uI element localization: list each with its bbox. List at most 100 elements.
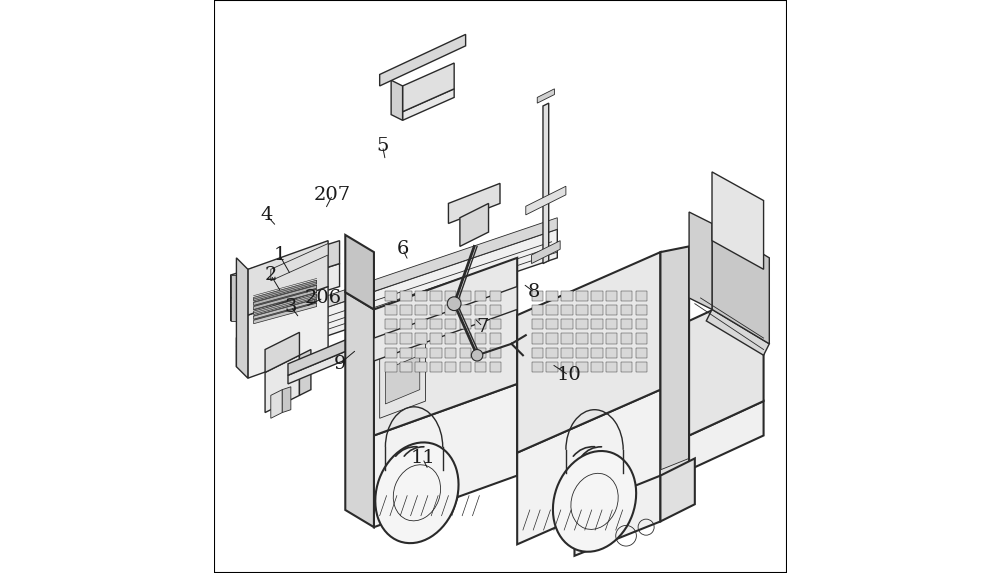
Bar (532, 319, 543, 329)
Bar (591, 291, 603, 301)
Bar (546, 291, 558, 301)
Bar (430, 348, 442, 358)
Text: 11: 11 (410, 449, 435, 468)
Bar (591, 348, 603, 358)
Bar (606, 362, 617, 372)
Bar (385, 333, 397, 344)
Polygon shape (354, 327, 360, 355)
Bar (561, 319, 573, 329)
Polygon shape (712, 223, 769, 344)
Polygon shape (448, 183, 500, 223)
Polygon shape (374, 384, 517, 527)
Polygon shape (254, 280, 317, 301)
Polygon shape (526, 186, 566, 215)
Text: 1: 1 (273, 246, 286, 264)
Polygon shape (537, 89, 554, 103)
Polygon shape (345, 235, 374, 309)
Polygon shape (460, 203, 489, 246)
Bar (561, 362, 573, 372)
Polygon shape (403, 63, 454, 112)
Bar (400, 333, 412, 344)
Bar (621, 333, 632, 344)
Bar (445, 333, 456, 344)
Polygon shape (248, 241, 328, 315)
Polygon shape (288, 347, 357, 384)
Polygon shape (236, 258, 248, 378)
Bar (636, 291, 647, 301)
Bar (460, 291, 471, 301)
Polygon shape (282, 387, 291, 413)
Polygon shape (299, 350, 311, 395)
Bar (546, 362, 558, 372)
Bar (606, 348, 617, 358)
Text: 5: 5 (376, 137, 389, 155)
Bar (591, 305, 603, 315)
Polygon shape (706, 309, 769, 355)
Bar (576, 348, 588, 358)
Bar (576, 305, 588, 315)
Polygon shape (689, 286, 764, 435)
Polygon shape (403, 89, 454, 120)
Bar (475, 348, 486, 358)
Polygon shape (391, 80, 403, 120)
Bar (621, 319, 632, 329)
Polygon shape (254, 285, 317, 305)
Bar (460, 305, 471, 315)
Polygon shape (271, 390, 282, 418)
Polygon shape (660, 458, 689, 481)
Polygon shape (231, 241, 340, 298)
Polygon shape (254, 299, 317, 319)
Bar (490, 291, 501, 301)
Bar (490, 362, 501, 372)
Bar (606, 305, 617, 315)
Bar (576, 333, 588, 344)
Bar (546, 305, 558, 315)
Bar (576, 362, 588, 372)
Ellipse shape (553, 451, 636, 552)
Polygon shape (248, 286, 328, 378)
Polygon shape (660, 246, 689, 481)
Bar (385, 291, 397, 301)
Bar (490, 348, 501, 358)
Polygon shape (380, 327, 426, 418)
Polygon shape (254, 294, 317, 315)
Bar (430, 305, 442, 315)
Bar (430, 333, 442, 344)
Polygon shape (689, 401, 764, 470)
Bar (385, 319, 397, 329)
Bar (430, 362, 442, 372)
Polygon shape (385, 355, 420, 404)
Polygon shape (231, 264, 340, 321)
Bar (546, 319, 558, 329)
Bar (490, 319, 501, 329)
Bar (636, 305, 647, 315)
Ellipse shape (375, 442, 459, 543)
Bar (475, 291, 486, 301)
Text: 6: 6 (396, 240, 409, 258)
Bar (636, 333, 647, 344)
Bar (561, 348, 573, 358)
Bar (475, 305, 486, 315)
Bar (606, 319, 617, 329)
Circle shape (447, 297, 461, 311)
Bar (460, 333, 471, 344)
Polygon shape (271, 244, 328, 281)
Bar (576, 319, 588, 329)
Bar (430, 319, 442, 329)
Polygon shape (517, 252, 660, 453)
Polygon shape (231, 275, 236, 321)
Polygon shape (543, 103, 549, 264)
Bar (546, 348, 558, 358)
Polygon shape (712, 172, 764, 269)
Bar (445, 319, 456, 329)
Bar (532, 305, 543, 315)
Bar (415, 291, 427, 301)
Polygon shape (236, 218, 557, 338)
Polygon shape (236, 229, 557, 367)
Bar (532, 348, 543, 358)
Bar (400, 291, 412, 301)
Bar (621, 291, 632, 301)
Polygon shape (254, 289, 317, 310)
Bar (621, 348, 632, 358)
Polygon shape (374, 286, 517, 361)
